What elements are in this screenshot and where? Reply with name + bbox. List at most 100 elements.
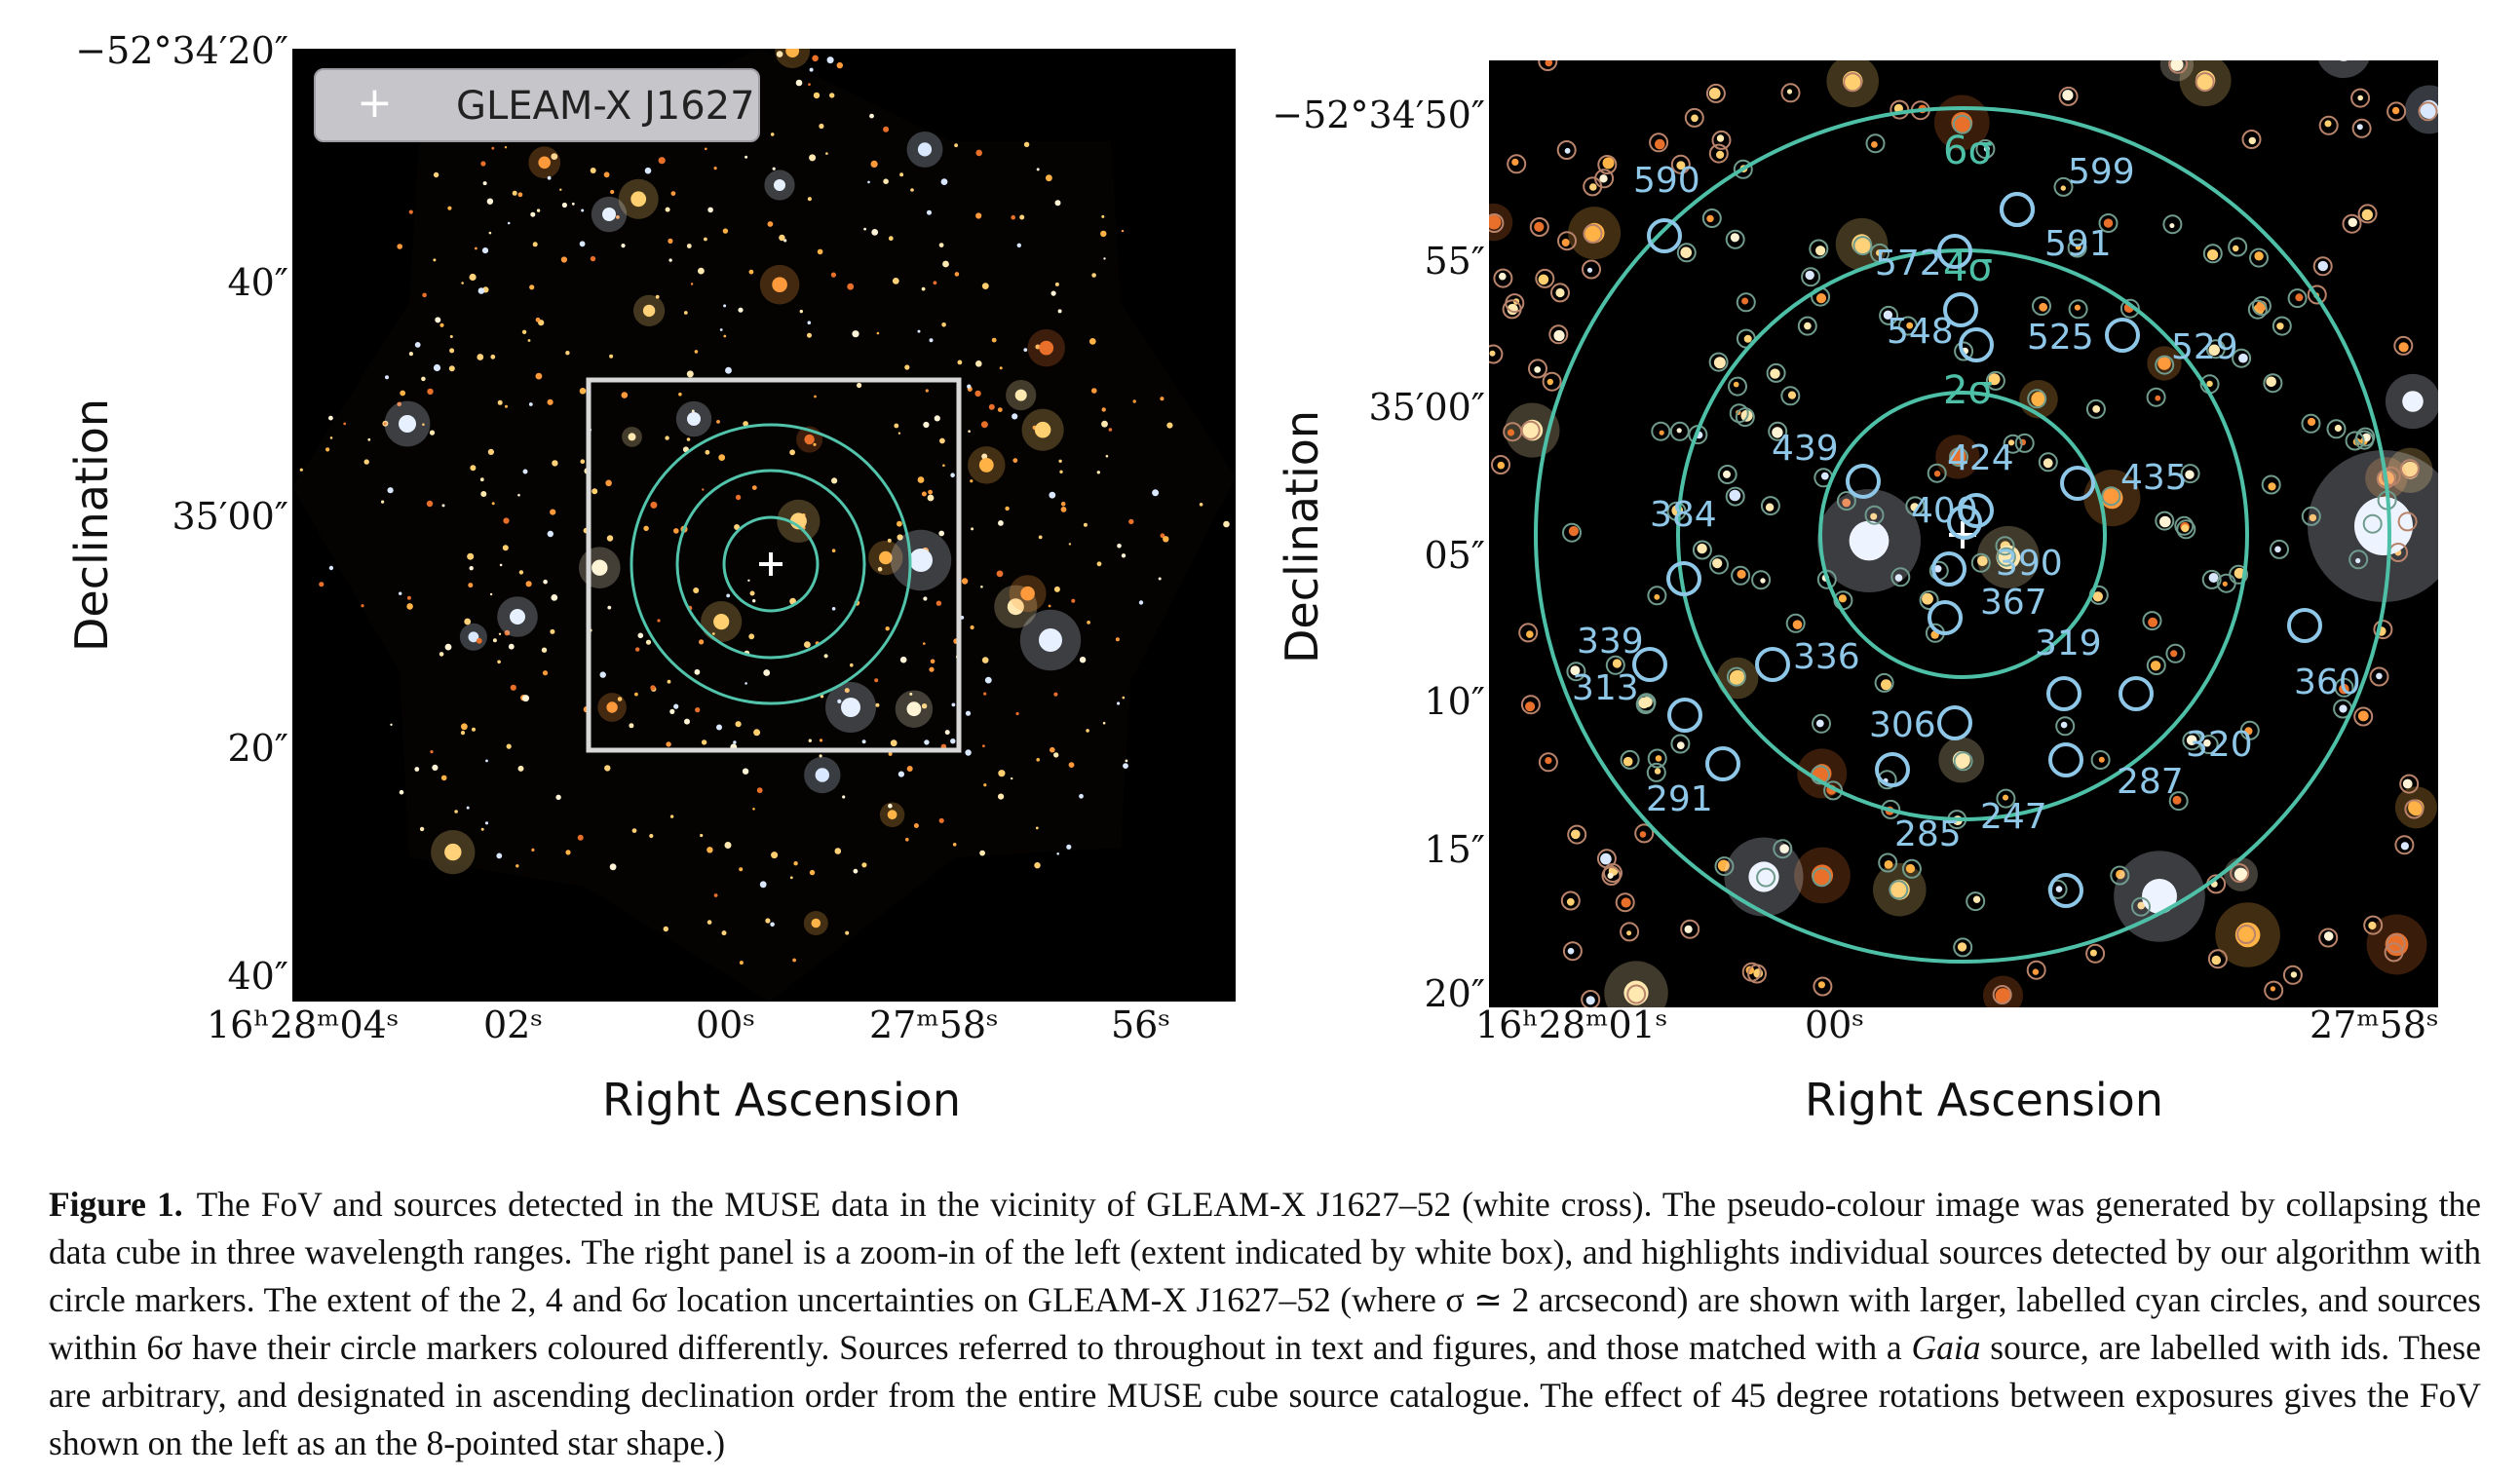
star	[686, 244, 692, 248]
source-marker	[2168, 60, 2189, 74]
star	[433, 258, 437, 262]
star	[971, 527, 974, 531]
star	[1716, 150, 1725, 159]
star	[853, 868, 859, 874]
star	[435, 317, 441, 323]
source-marker	[1729, 403, 1749, 424]
star	[1804, 322, 1812, 330]
star	[770, 922, 775, 928]
source-marker	[1647, 586, 1667, 606]
right-ytick-label: −52°34′50″	[1272, 94, 1485, 136]
left-image-panel	[292, 49, 1236, 1002]
labelled-source-marker	[2105, 318, 2140, 353]
star	[923, 421, 930, 429]
source-marker	[1992, 985, 2012, 1004]
star	[1589, 183, 1597, 191]
star	[1765, 503, 1775, 511]
star	[906, 766, 913, 772]
star	[642, 304, 656, 318]
right-xtick-label: 16ʰ28ᵐ01ˢ	[1475, 1004, 1668, 1046]
star	[857, 382, 862, 389]
right-6sigma-circle	[1534, 106, 2391, 964]
source-marker	[1816, 569, 1837, 589]
source-marker	[2228, 237, 2248, 257]
star	[518, 570, 524, 575]
star	[1564, 147, 1571, 154]
star	[1602, 157, 1615, 170]
star	[1511, 158, 1519, 166]
source-marker	[2068, 299, 2088, 320]
star	[950, 738, 956, 744]
star	[1525, 701, 1536, 712]
left-x-axis-title: Right Ascension	[602, 1074, 961, 1126]
star	[547, 530, 554, 538]
source-marker	[1556, 140, 1577, 160]
star	[606, 535, 614, 542]
star	[770, 133, 775, 136]
source-marker	[2247, 299, 2268, 320]
star	[2233, 245, 2239, 252]
star	[693, 587, 700, 593]
source-marker	[1812, 867, 1832, 888]
star	[1957, 942, 1967, 952]
star	[1163, 536, 1169, 543]
source-id-label: 319	[2035, 624, 2102, 663]
star	[1743, 334, 1752, 343]
source-marker	[2251, 296, 2272, 316]
left-ytick-label: 40″	[227, 955, 288, 998]
star	[897, 771, 905, 777]
star	[998, 520, 1004, 526]
star	[604, 765, 611, 772]
star	[748, 269, 754, 275]
source-marker	[2241, 130, 2262, 149]
star	[1053, 692, 1058, 697]
star	[1125, 759, 1128, 763]
source-marker	[1670, 154, 1691, 174]
star	[952, 843, 957, 847]
source-marker	[1635, 695, 1656, 714]
star	[923, 596, 928, 601]
source-marker	[1615, 892, 1635, 913]
left-xtick-label: 27ᵐ58ˢ	[869, 1004, 999, 1046]
labelled-source-marker	[2000, 192, 2035, 227]
star	[842, 795, 846, 799]
star	[565, 351, 570, 356]
star	[1567, 947, 1575, 955]
star	[385, 375, 389, 380]
star	[504, 146, 508, 149]
left-ytick-label: 40″	[227, 261, 288, 304]
star	[2222, 581, 2228, 587]
right-x-axis-title: Right Ascension	[1805, 1074, 2163, 1126]
source-marker	[2373, 620, 2393, 640]
caption-lead: Figure 1.	[49, 1185, 183, 1224]
star	[1079, 793, 1084, 799]
right-4sigma-circle	[1676, 248, 2249, 821]
star	[361, 604, 364, 608]
labelled-source-marker	[1846, 464, 1881, 499]
star	[486, 198, 494, 205]
star	[1101, 407, 1106, 412]
star	[804, 641, 811, 648]
star	[560, 256, 567, 263]
star	[1034, 862, 1041, 869]
star	[1733, 381, 1739, 388]
star	[1708, 88, 1721, 99]
source-marker	[2162, 214, 2183, 235]
star	[1787, 391, 1797, 399]
source-marker	[2362, 513, 2383, 534]
star	[1566, 897, 1575, 906]
star	[1059, 470, 1063, 473]
source-marker	[1726, 666, 1746, 687]
star	[694, 668, 701, 675]
star	[809, 869, 816, 876]
star	[2254, 251, 2264, 261]
star	[1166, 422, 1173, 429]
source-id-label: 339	[1577, 622, 1644, 662]
star	[498, 632, 502, 635]
source-marker	[1865, 133, 1886, 154]
star	[1039, 628, 1062, 652]
source-markers	[1489, 60, 2438, 1007]
star	[819, 738, 823, 742]
star	[1842, 498, 1852, 508]
